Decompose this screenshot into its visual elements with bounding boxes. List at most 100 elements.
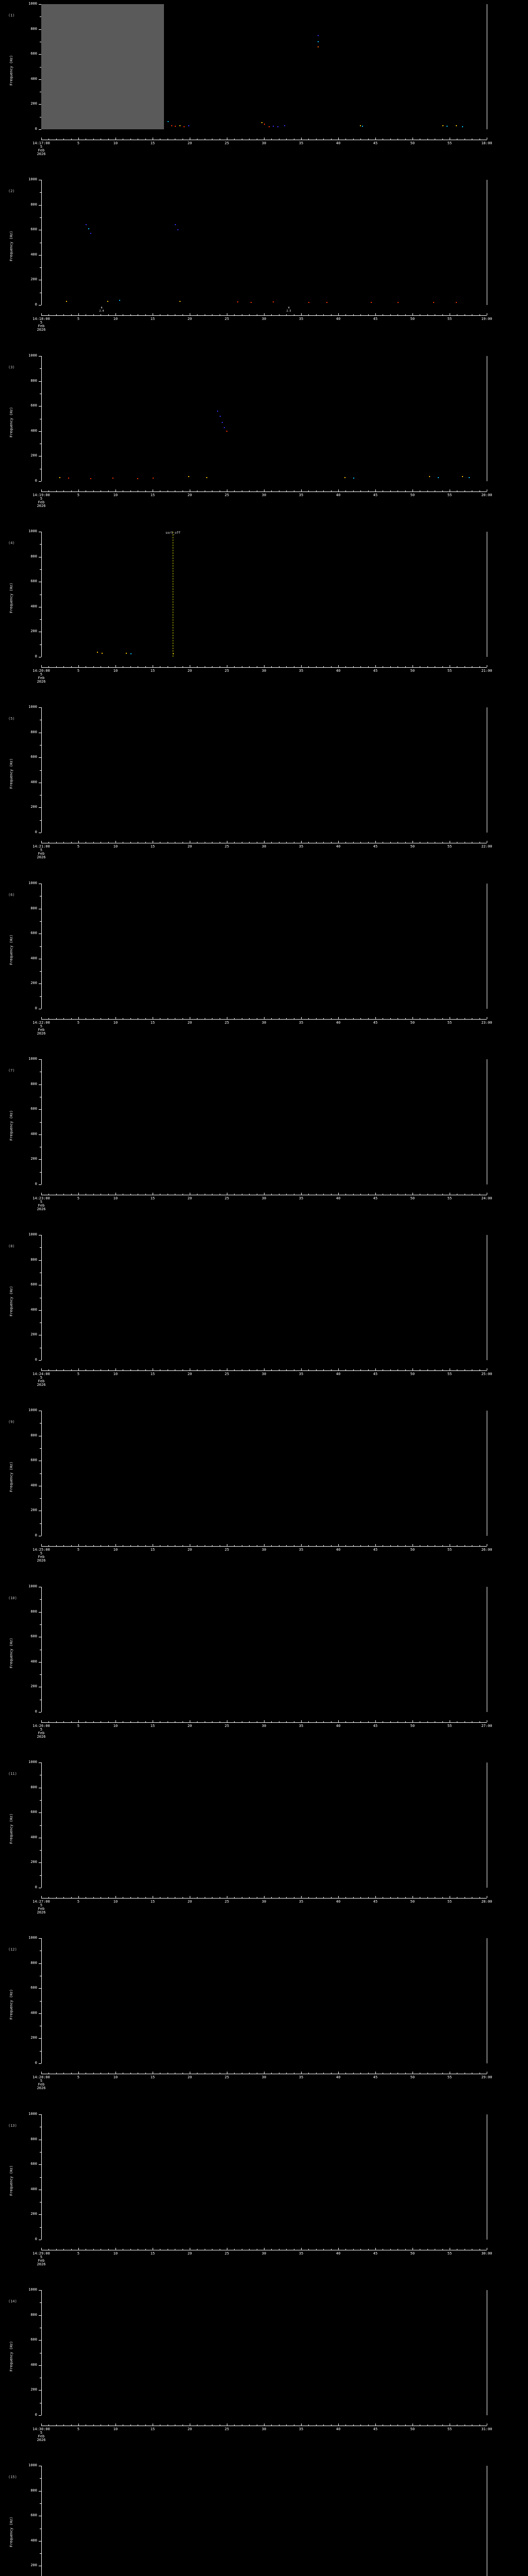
y-axis-tick-label: 800 bbox=[30, 27, 37, 31]
x-axis-minor-tick bbox=[63, 139, 64, 140]
y-axis-minor-tick bbox=[40, 1172, 41, 1173]
x-axis-tick-label: 35 bbox=[299, 2075, 304, 2079]
x-axis-minor-tick bbox=[108, 666, 109, 667]
x-axis-tick-label: 25 bbox=[224, 2075, 229, 2079]
x-axis-minor-tick bbox=[234, 1194, 235, 1195]
y-axis-tick bbox=[39, 2390, 41, 2391]
y-axis-tick-label: 400 bbox=[30, 1483, 37, 1487]
x-axis-minor-tick bbox=[368, 1721, 369, 1722]
x-axis-tick bbox=[264, 2248, 265, 2250]
x-axis-minor-tick bbox=[63, 1897, 64, 1898]
x-axis-tick-label: 50 bbox=[410, 317, 415, 321]
x-axis-tick bbox=[41, 841, 42, 843]
x-axis-minor-tick bbox=[427, 1721, 428, 1722]
y-axis-tick-label: 200 bbox=[30, 2387, 37, 2392]
x-axis-minor-tick bbox=[234, 1721, 235, 1722]
y-axis-tick-label: 200 bbox=[30, 1684, 37, 1688]
plot-frame bbox=[41, 180, 487, 305]
x-axis-minor-tick bbox=[71, 1194, 72, 1195]
x-axis-tick bbox=[412, 665, 413, 667]
data-point bbox=[102, 653, 103, 654]
y-axis-tick-label: 800 bbox=[30, 730, 37, 734]
x-axis-date-label: 2026 bbox=[37, 680, 46, 684]
x-axis-minor-tick bbox=[93, 1721, 94, 1722]
y-axis-tick-label: 800 bbox=[30, 2137, 37, 2141]
x-axis-tick bbox=[375, 138, 376, 140]
panel-index-label: (8) bbox=[8, 1244, 15, 1248]
x-axis-minor-tick bbox=[405, 1194, 406, 1195]
x-axis-minor-tick bbox=[130, 1018, 131, 1019]
x-axis-tick-label: 25 bbox=[224, 1548, 229, 1552]
x-axis-tick bbox=[78, 138, 79, 140]
y-axis-tick-label: 800 bbox=[30, 1961, 37, 1965]
data-point bbox=[175, 126, 176, 127]
x-axis-tick-label: 15 bbox=[150, 493, 155, 497]
x-axis-tick-label: 10 bbox=[113, 1372, 118, 1376]
x-axis-minor-tick bbox=[145, 1194, 146, 1195]
x-axis-minor-tick bbox=[71, 1721, 72, 1722]
y-axis-tick-label: 800 bbox=[30, 554, 37, 558]
y-axis-tick-label: 200 bbox=[30, 453, 37, 457]
x-axis-minor-tick bbox=[108, 314, 109, 315]
x-axis-minor-tick bbox=[130, 490, 131, 492]
x-axis-tick-label: 45 bbox=[373, 2251, 378, 2256]
x-axis-tick-label: 50 bbox=[410, 1372, 415, 1376]
x-axis-tick-label: 50 bbox=[410, 2427, 415, 2431]
x-axis-minor-tick bbox=[108, 2073, 109, 2074]
data-point bbox=[184, 126, 185, 127]
x-axis-minor-tick bbox=[353, 666, 354, 667]
x-axis-minor-tick bbox=[271, 2249, 272, 2250]
data-point bbox=[456, 125, 457, 126]
x-axis-tick-label: 25:00 bbox=[481, 1372, 492, 1376]
x-axis-tick-label: 30 bbox=[261, 1724, 267, 1728]
x-axis-tick-label: 29:00 bbox=[481, 2075, 492, 2079]
x-axis-tick bbox=[78, 1544, 79, 1546]
x-axis-minor-tick bbox=[405, 2249, 406, 2250]
x-axis-minor-tick bbox=[271, 842, 272, 843]
x-axis-minor-tick bbox=[345, 490, 346, 492]
x-axis-minor-tick bbox=[360, 2073, 361, 2074]
data-point bbox=[462, 476, 463, 477]
x-axis-minor-tick bbox=[316, 314, 317, 315]
x-axis-tick-label: 20 bbox=[187, 2075, 192, 2079]
data-point bbox=[173, 653, 174, 654]
y-axis-label: Frequency (Hz) bbox=[9, 2341, 13, 2371]
x-axis-date-label: Feb bbox=[38, 852, 45, 856]
x-axis-minor-tick bbox=[427, 1194, 428, 1195]
x-axis-tick-label: 25 bbox=[224, 1196, 229, 1200]
x-axis-tick-label: 40 bbox=[336, 2075, 341, 2079]
x-axis-minor-tick bbox=[145, 1721, 146, 1722]
y-axis-tick-label: 400 bbox=[30, 1659, 37, 1664]
x-axis-minor-tick bbox=[390, 2249, 391, 2250]
y-axis-tick-label: 600 bbox=[30, 52, 37, 56]
x-axis-tick-label: 14:24:00 bbox=[32, 1372, 50, 1376]
panel-index-label: (1) bbox=[8, 13, 15, 18]
y-axis-minor-tick bbox=[40, 2503, 41, 2504]
x-axis-minor-tick bbox=[63, 2073, 64, 2074]
x-axis-minor-tick bbox=[271, 2073, 272, 2074]
x-axis-minor-tick bbox=[286, 1897, 287, 1898]
y-axis-minor-tick bbox=[40, 192, 41, 193]
x-axis-minor-tick bbox=[368, 490, 369, 492]
x-axis-tick bbox=[264, 1896, 265, 1898]
x-axis-tick bbox=[412, 313, 413, 315]
x-axis-tick-label: 50 bbox=[410, 1021, 415, 1025]
data-point bbox=[222, 422, 223, 423]
plot-panel: 0 200 400 600 800 1000 Frequency (Hz) (12) 14:28… bbox=[0, 1934, 528, 2110]
x-axis-date-label: 2026 bbox=[37, 328, 46, 332]
x-axis-tick bbox=[338, 1720, 339, 1722]
x-axis-tick-label: 15 bbox=[150, 1021, 155, 1025]
x-axis-minor-tick bbox=[286, 666, 287, 667]
x-axis-tick-label: 10 bbox=[113, 669, 118, 673]
x-axis-minor-tick bbox=[331, 842, 332, 843]
x-axis-minor-tick bbox=[368, 1369, 369, 1370]
x-axis-date-label: Feb bbox=[38, 1204, 45, 1208]
x-axis-minor-tick bbox=[130, 1897, 131, 1898]
x-axis-tick bbox=[338, 1896, 339, 1898]
y-axis-tick-label: 800 bbox=[30, 1258, 37, 1262]
x-axis-minor-tick bbox=[56, 1194, 57, 1195]
x-axis-minor-tick bbox=[360, 139, 361, 140]
x-axis-tick-label: 15 bbox=[150, 2427, 155, 2431]
x-axis-tick bbox=[375, 665, 376, 667]
